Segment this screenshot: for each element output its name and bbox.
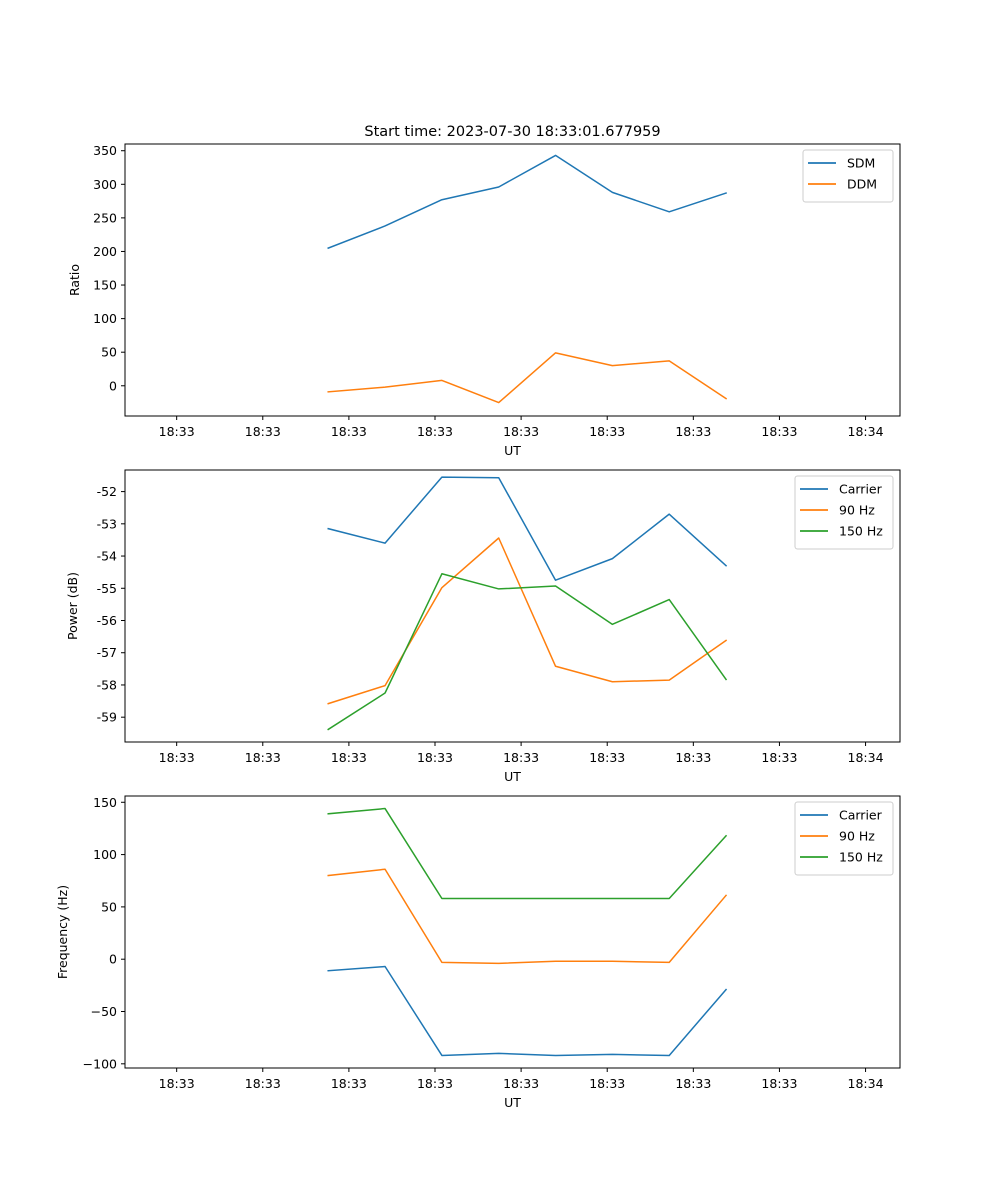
legend-label: DDM bbox=[847, 177, 877, 192]
y-tick-label: 300 bbox=[93, 177, 117, 192]
series-line-150-hz bbox=[327, 807, 728, 900]
x-axis-label: UT bbox=[504, 769, 521, 784]
legend-label: 150 Hz bbox=[839, 524, 883, 539]
y-tick-label: 50 bbox=[101, 899, 117, 914]
x-tick-label: 18:33 bbox=[331, 1076, 367, 1091]
y-tick-label: -59 bbox=[97, 710, 117, 725]
y-tick-label: -55 bbox=[97, 581, 117, 596]
x-tick-label: 18:34 bbox=[848, 1076, 884, 1091]
chart-panel-3: 18:33 18:33 18:33 18:33 18:33 18:33 18:33 18:33… bbox=[55, 795, 901, 1110]
x-tick-label: 18:33 bbox=[331, 750, 367, 765]
x-tick-label: 18:34 bbox=[848, 424, 884, 439]
x-tick-label: 18:33 bbox=[417, 1076, 453, 1091]
x-tick-label: 18:33 bbox=[675, 1076, 711, 1091]
series-line-90-hz bbox=[327, 537, 728, 705]
y-tick-label: -53 bbox=[97, 516, 117, 531]
y-tick-label: -54 bbox=[97, 549, 117, 564]
series-line-90-hz bbox=[327, 868, 728, 965]
x-tick-label: 18:33 bbox=[503, 1076, 539, 1091]
x-tick-label: 18:33 bbox=[503, 750, 539, 765]
legend-label: 90 Hz bbox=[839, 503, 875, 518]
x-tick-label: 18:33 bbox=[589, 424, 625, 439]
y-tick-label: 200 bbox=[93, 244, 117, 259]
y-tick-label: 50 bbox=[101, 345, 117, 360]
x-axis-label: UT bbox=[504, 443, 521, 458]
plot-area-frame bbox=[124, 795, 901, 1069]
y-tick-label: 250 bbox=[93, 210, 117, 225]
y-tick-label: 150 bbox=[93, 278, 117, 293]
y-tick-label: -58 bbox=[97, 677, 117, 692]
x-tick-label: 18:33 bbox=[417, 750, 453, 765]
legend-label: 150 Hz bbox=[839, 850, 883, 865]
x-tick-label: 18:33 bbox=[761, 1076, 797, 1091]
series-line-ddm bbox=[327, 352, 728, 404]
chart-panel-2: 18:33 18:33 18:33 18:33 18:33 18:33 18:33 18:33… bbox=[65, 469, 901, 784]
x-tick-label: 18:33 bbox=[503, 424, 539, 439]
x-tick-label: 18:33 bbox=[245, 1076, 281, 1091]
x-tick-label: 18:33 bbox=[589, 1076, 625, 1091]
y-tick-label: -57 bbox=[97, 645, 117, 660]
x-tick-label: 18:33 bbox=[331, 424, 367, 439]
y-tick-label: 0 bbox=[109, 952, 117, 967]
y-tick-label: 0 bbox=[109, 378, 117, 393]
y-axis-label: Power (dB) bbox=[65, 572, 80, 640]
y-tick-label: -56 bbox=[97, 613, 117, 628]
y-tick-label: −100 bbox=[83, 1056, 117, 1071]
x-tick-label: 18:33 bbox=[761, 750, 797, 765]
x-tick-label: 18:33 bbox=[159, 750, 195, 765]
x-tick-label: 18:33 bbox=[761, 424, 797, 439]
y-tick-label: 350 bbox=[93, 143, 117, 158]
x-tick-label: 18:33 bbox=[159, 1076, 195, 1091]
x-tick-label: 18:33 bbox=[417, 424, 453, 439]
y-axis-label: Ratio bbox=[67, 264, 82, 296]
y-tick-label: 100 bbox=[93, 311, 117, 326]
plot-area-frame bbox=[124, 143, 901, 417]
legend: SDM DDM bbox=[802, 149, 894, 203]
y-axis-label: Frequency (Hz) bbox=[55, 885, 70, 979]
series-line-150-hz bbox=[327, 573, 728, 731]
legend-label: Carrier bbox=[839, 808, 883, 823]
legend-label: SDM bbox=[847, 156, 875, 171]
y-tick-label: 150 bbox=[93, 795, 117, 810]
y-tick-label: -52 bbox=[97, 484, 117, 499]
chart-title: Start time: 2023-07-30 18:33:01.677959 bbox=[364, 124, 660, 140]
series-line-carrier bbox=[327, 965, 728, 1057]
x-tick-label: 18:33 bbox=[589, 750, 625, 765]
legend: Carrier 90 Hz 150 Hz bbox=[794, 475, 894, 550]
legend: Carrier 90 Hz 150 Hz bbox=[794, 801, 894, 876]
chart-panel-1: Start time: 2023-07-30 18:33:01.677959 18… bbox=[67, 124, 901, 458]
x-tick-label: 18:33 bbox=[159, 424, 195, 439]
x-axis-label: UT bbox=[504, 1095, 521, 1110]
y-tick-label: 100 bbox=[93, 847, 117, 862]
series-line-sdm bbox=[327, 154, 728, 250]
plot-area-frame bbox=[124, 469, 901, 743]
x-tick-label: 18:34 bbox=[848, 750, 884, 765]
x-tick-label: 18:33 bbox=[245, 750, 281, 765]
x-tick-label: 18:33 bbox=[245, 424, 281, 439]
series-line-carrier bbox=[327, 476, 728, 581]
legend-label: 90 Hz bbox=[839, 829, 875, 844]
y-tick-label: −50 bbox=[91, 1004, 117, 1019]
x-tick-label: 18:33 bbox=[675, 424, 711, 439]
x-tick-label: 18:33 bbox=[675, 750, 711, 765]
legend-label: Carrier bbox=[839, 482, 883, 497]
